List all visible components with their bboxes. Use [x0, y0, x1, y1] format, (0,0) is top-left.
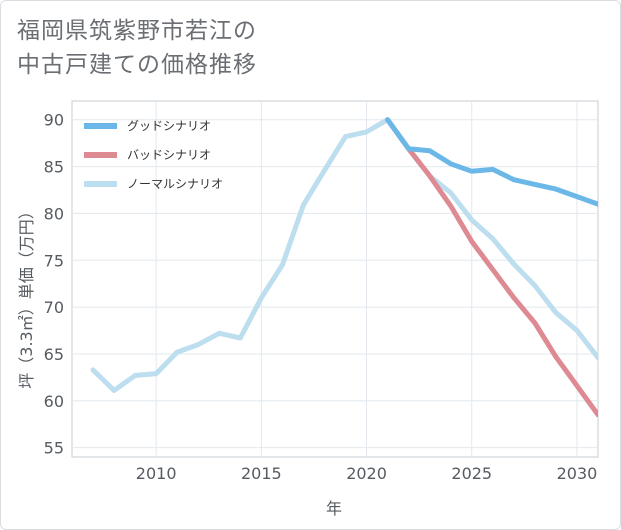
series-layer	[90, 117, 598, 418]
series-line-0	[385, 117, 598, 207]
legend-label-0: グッドシナリオ	[127, 119, 211, 133]
legend-label-1: バッドシナリオ	[127, 148, 211, 162]
chart-title: 福岡県筑紫野市若江の 中古戸建ての価格推移	[17, 14, 257, 82]
legend-label-2: ノーマルシナリオ	[127, 177, 223, 191]
y-tick-label: 75	[44, 251, 64, 270]
x-tick-label: 2025	[451, 464, 492, 483]
y-axis-label: 坪（3.3㎡）単価（万円）	[17, 203, 36, 388]
y-tick-label: 80	[44, 204, 64, 223]
x-tick-label: 2010	[136, 464, 177, 483]
x-axis-label: 年	[326, 499, 342, 518]
y-tick-label: 70	[44, 298, 64, 317]
tick-labels: 55 60 65 70 75 80 85 90 2010 2015 2020 2025 2030	[44, 111, 598, 483]
x-tick-label: 2030	[557, 464, 598, 483]
y-tick-label: 55	[44, 439, 64, 458]
x-tick-label: 2020	[346, 464, 387, 483]
chart-title-line-1: 福岡県筑紫野市若江の	[17, 18, 257, 44]
y-tick-label: 60	[44, 392, 64, 411]
x-tick-label: 2015	[241, 464, 282, 483]
series-line-2	[90, 117, 598, 393]
y-tick-label: 85	[44, 158, 64, 177]
plot-area	[71, 100, 599, 458]
chart-title-line-2: 中古戸建ての価格推移	[17, 52, 257, 78]
series-line-1	[385, 117, 598, 418]
y-tick-label: 65	[44, 345, 64, 364]
grid-lines	[72, 101, 598, 457]
y-tick-label: 90	[44, 111, 64, 130]
